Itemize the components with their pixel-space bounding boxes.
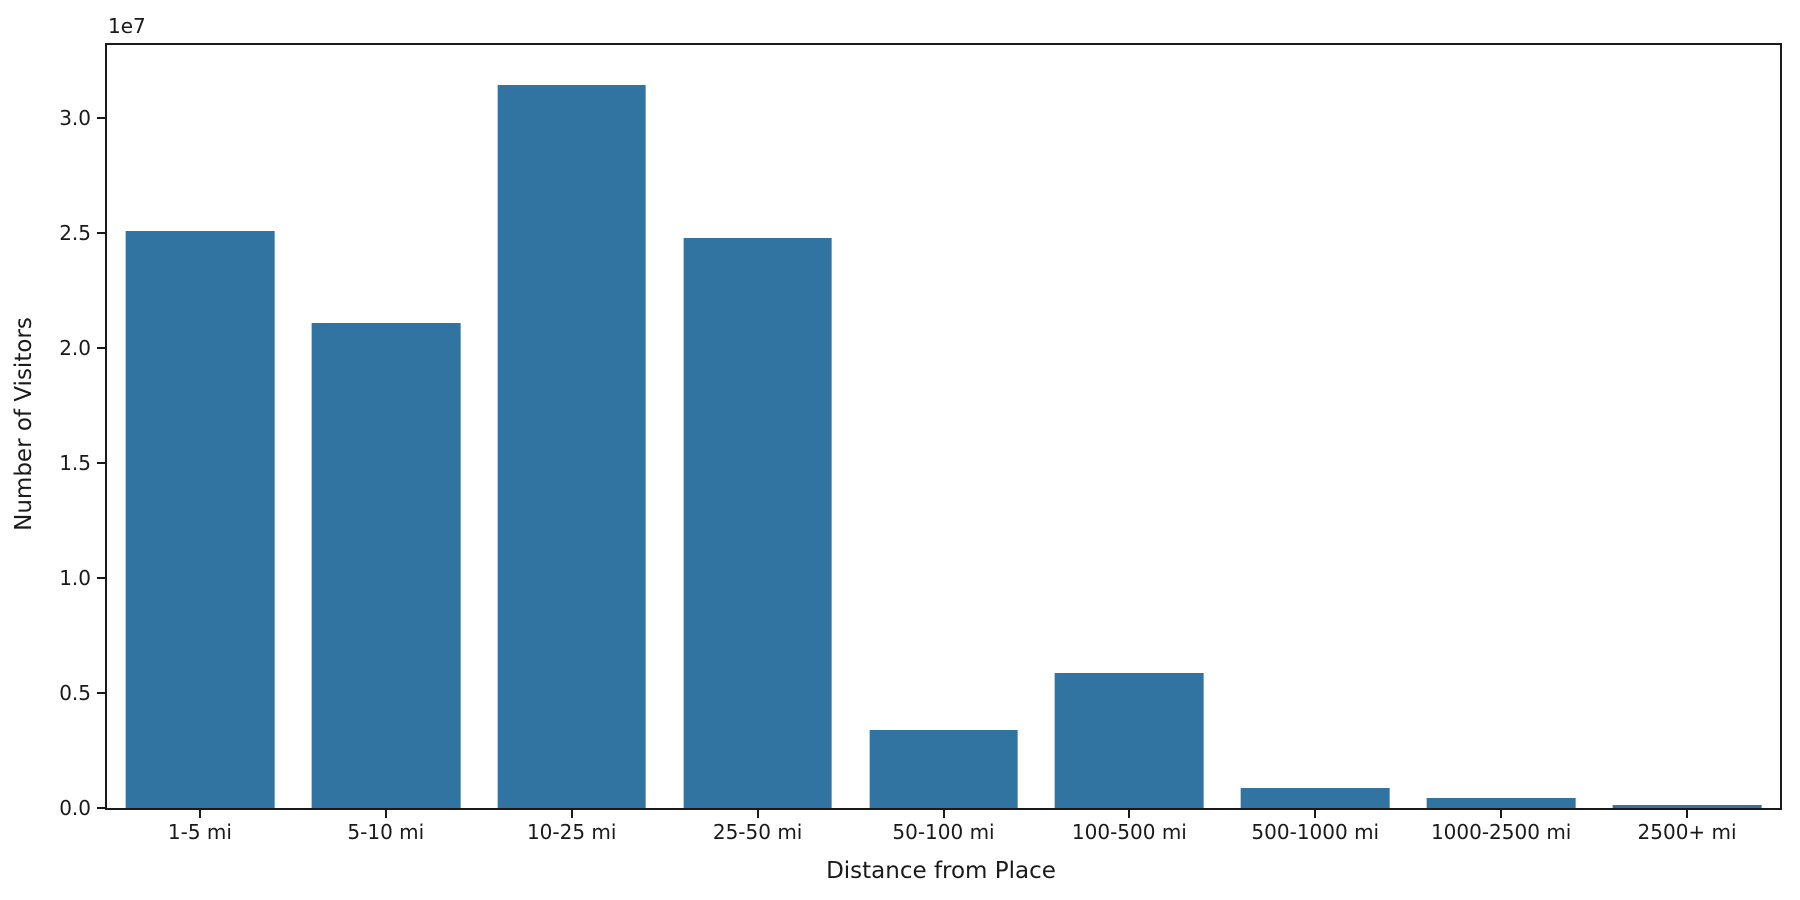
y-tick-mark bbox=[97, 461, 105, 464]
x-axis-title: Distance from Place bbox=[826, 858, 1056, 884]
x-tick-mark bbox=[1500, 810, 1503, 818]
x-tick-mark bbox=[1314, 810, 1317, 818]
x-tick-label: 50-100 mi bbox=[892, 820, 995, 844]
x-tick-mark bbox=[198, 810, 201, 818]
x-tick-mark bbox=[1686, 810, 1689, 818]
bar-5-10-mi bbox=[311, 322, 461, 808]
bar-1000-2500-mi bbox=[1426, 797, 1576, 808]
y-tick-mark bbox=[97, 231, 105, 234]
y-tick-label: 2.5 bbox=[59, 220, 91, 245]
x-tick-mark bbox=[1128, 810, 1131, 818]
y-tick-mark bbox=[97, 807, 105, 809]
y-tick-label: 1.5 bbox=[59, 450, 91, 475]
x-tick-mark bbox=[384, 810, 387, 818]
plot-area: 1-5 mi 5-10 mi 10-25 mi 25-50 mi 50-100 mi 10… bbox=[59, 43, 1782, 842]
bar-1-5-mi bbox=[125, 230, 275, 808]
y-tick-mark bbox=[97, 691, 105, 694]
y-tick-label: 2.0 bbox=[59, 335, 91, 360]
bar-10-25-mi bbox=[497, 84, 647, 808]
bar-100-500-mi bbox=[1055, 673, 1204, 808]
x-tick-label: 1-5 mi bbox=[167, 820, 232, 844]
y-tick-label: 1.0 bbox=[59, 565, 91, 590]
y-axis-offset-text: 1e7 bbox=[108, 14, 146, 38]
x-tick-label: 2500+ mi bbox=[1637, 820, 1737, 844]
x-tick-mark bbox=[570, 810, 573, 818]
y-axis-title: Number of Visitors bbox=[11, 317, 37, 531]
x-tick-label: 10-25 mi bbox=[526, 820, 617, 844]
x-tick-label: 1000-2500 mi bbox=[1430, 820, 1572, 844]
x-tick-mark bbox=[942, 810, 945, 818]
x-tick-label: 25-50 mi bbox=[712, 820, 803, 844]
y-tick-label: 3.0 bbox=[59, 105, 91, 130]
y-tick-mark bbox=[97, 116, 105, 119]
bar-25-50-mi bbox=[683, 237, 832, 808]
y-tick-mark bbox=[97, 576, 105, 579]
x-tick-label: 500-1000 mi bbox=[1251, 820, 1380, 844]
x-tick-label: 100-500 mi bbox=[1071, 820, 1187, 844]
bar-50-100-mi bbox=[869, 729, 1018, 808]
y-tick-label: 0.5 bbox=[59, 680, 91, 705]
y-tick-label: 0.0 bbox=[59, 796, 91, 820]
bar-2500+-mi bbox=[1612, 805, 1762, 808]
x-tick-label: 5-10 mi bbox=[347, 820, 425, 844]
bar-500-1000-mi bbox=[1240, 788, 1390, 808]
y-tick-mark bbox=[97, 346, 105, 349]
x-tick-mark bbox=[756, 810, 759, 818]
